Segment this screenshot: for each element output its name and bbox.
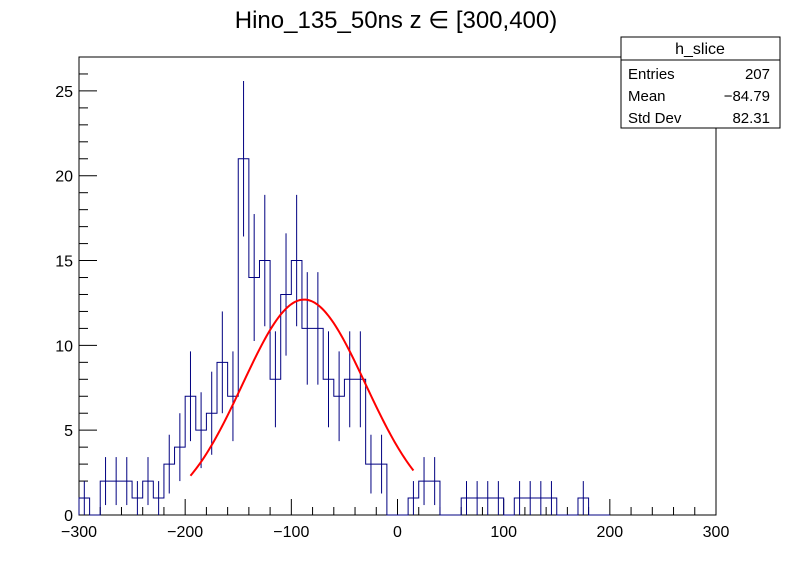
x-tick-label: −200 — [167, 524, 203, 541]
y-tick-label: 15 — [55, 254, 73, 271]
x-tick-label: −100 — [273, 524, 309, 541]
stats-box-border — [620, 36, 781, 129]
stats-label-stddev: Std Dev — [628, 110, 682, 127]
y-tick-label: 5 — [64, 423, 73, 440]
stats-label-entries: Entries — [628, 66, 675, 83]
y-axis: 0 5 10 15 20 25 — [55, 56, 97, 525]
y-tick-label: 25 — [55, 84, 73, 101]
y-tick-label: 10 — [55, 338, 73, 355]
chart-title: Hino_135_50ns z ∈ [300,400) — [235, 7, 557, 34]
x-tick-label: 200 — [596, 524, 623, 541]
histogram-outline — [78, 158, 610, 516]
stats-box: h_slice Entries 207 Mean −84.79 Std Dev … — [620, 36, 781, 129]
x-tick-label: −300 — [61, 524, 97, 541]
y-tick-label: 0 — [64, 508, 73, 525]
gaussian-fit-curve — [189, 298, 415, 477]
x-tick-label: 300 — [703, 524, 730, 541]
y-tick-label: 20 — [55, 169, 73, 186]
x-tick-label: 0 — [393, 524, 402, 541]
stats-value-mean: −84.79 — [724, 88, 770, 105]
x-axis: −300 −200 −100 0 100 200 300 — [61, 499, 729, 541]
stats-value-entries: 207 — [745, 66, 770, 83]
stats-label-mean: Mean — [628, 88, 666, 105]
x-tick-label: 100 — [490, 524, 517, 541]
stats-value-stddev: 82.31 — [732, 110, 770, 127]
error-bars — [83, 81, 584, 515]
stats-title: h_slice — [675, 41, 725, 58]
